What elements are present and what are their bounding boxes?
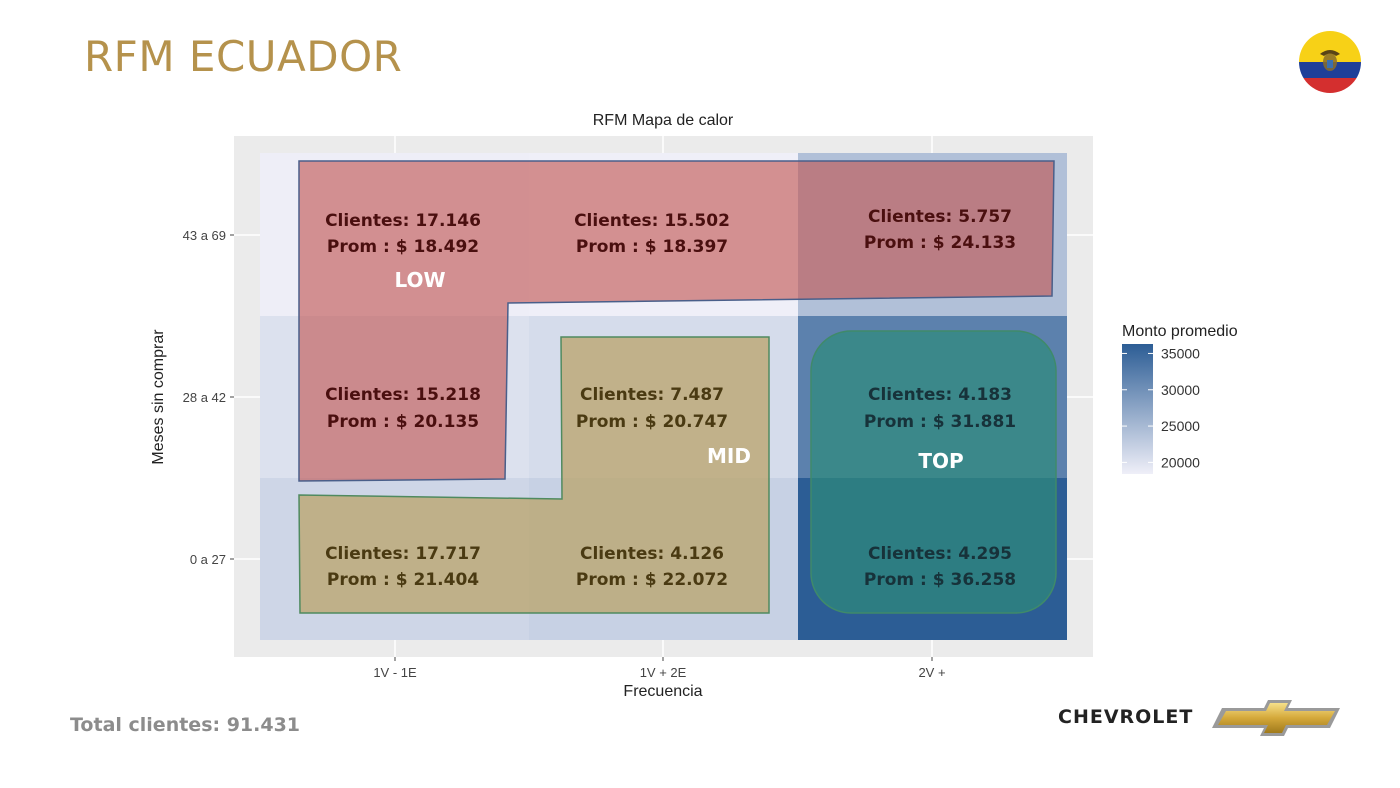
x-tick-label: 1V + 2E <box>640 665 687 680</box>
cell-clientes-label: Clientes: 15.218 <box>325 385 481 405</box>
bowtie-icon <box>1212 700 1340 736</box>
legend-title: Monto promedio <box>1122 323 1238 340</box>
cell-prom-label: Prom : $ 20.135 <box>327 412 479 432</box>
cell-prom-label: Prom : $ 18.492 <box>327 237 479 257</box>
cell-prom-label: Prom : $ 22.072 <box>576 570 728 590</box>
legend-colorbar <box>1122 344 1153 474</box>
x-axis-title: Frecuencia <box>623 683 702 700</box>
y-tick-label: 0 a 27 <box>190 552 226 567</box>
ecuador-flag-icon <box>1299 31 1361 93</box>
legend-tick-label: 25000 <box>1161 418 1200 434</box>
cell-prom-label: Prom : $ 36.258 <box>864 570 1016 590</box>
page-title: RFM ECUADOR <box>84 32 403 81</box>
brand-name: CHEVROLET <box>1058 706 1194 728</box>
cell-clientes-label: Clientes: 5.757 <box>868 207 1012 227</box>
cell-clientes-label: Clientes: 15.502 <box>574 211 730 231</box>
legend-tick-label: 20000 <box>1161 454 1200 470</box>
y-axis-title: Meses sin comprar <box>150 329 167 465</box>
low-segment-area <box>298 160 1055 482</box>
cell-prom-label: Prom : $ 20.747 <box>576 412 728 432</box>
segment-label-mid: MID <box>707 444 751 468</box>
cell-prom-label: Prom : $ 18.397 <box>576 237 728 257</box>
y-tick-label: 43 a 69 <box>183 228 226 243</box>
legend-tick-label: 35000 <box>1161 345 1200 361</box>
cell-prom-label: Prom : $ 24.133 <box>864 233 1016 253</box>
x-tick-label: 1V - 1E <box>373 665 417 680</box>
cell-clientes-label: Clientes: 7.487 <box>580 385 724 405</box>
total-clients-label: Total clientes: 91.431 <box>70 714 301 736</box>
y-tick-label: 28 a 42 <box>183 390 226 405</box>
cell-clientes-label: Clientes: 17.146 <box>325 211 481 231</box>
cell-clientes-label: Clientes: 4.183 <box>868 385 1012 405</box>
segment-label-low: LOW <box>394 268 445 292</box>
chevrolet-logo: CHEVROLET <box>1058 698 1348 740</box>
legend-tick-label: 30000 <box>1161 382 1200 398</box>
cell-prom-label: Prom : $ 21.404 <box>327 570 479 590</box>
mid-segment-area <box>298 336 770 614</box>
top-segment-area <box>810 330 1057 614</box>
cell-clientes-label: Clientes: 4.295 <box>868 544 1012 564</box>
cell-clientes-label: Clientes: 4.126 <box>580 544 724 564</box>
cell-clientes-label: Clientes: 17.717 <box>325 544 481 564</box>
x-tick-label: 2V + <box>918 665 945 680</box>
cell-prom-label: Prom : $ 31.881 <box>864 412 1016 432</box>
chart-title: RFM Mapa de calor <box>593 112 734 129</box>
segment-label-top: TOP <box>918 449 963 473</box>
